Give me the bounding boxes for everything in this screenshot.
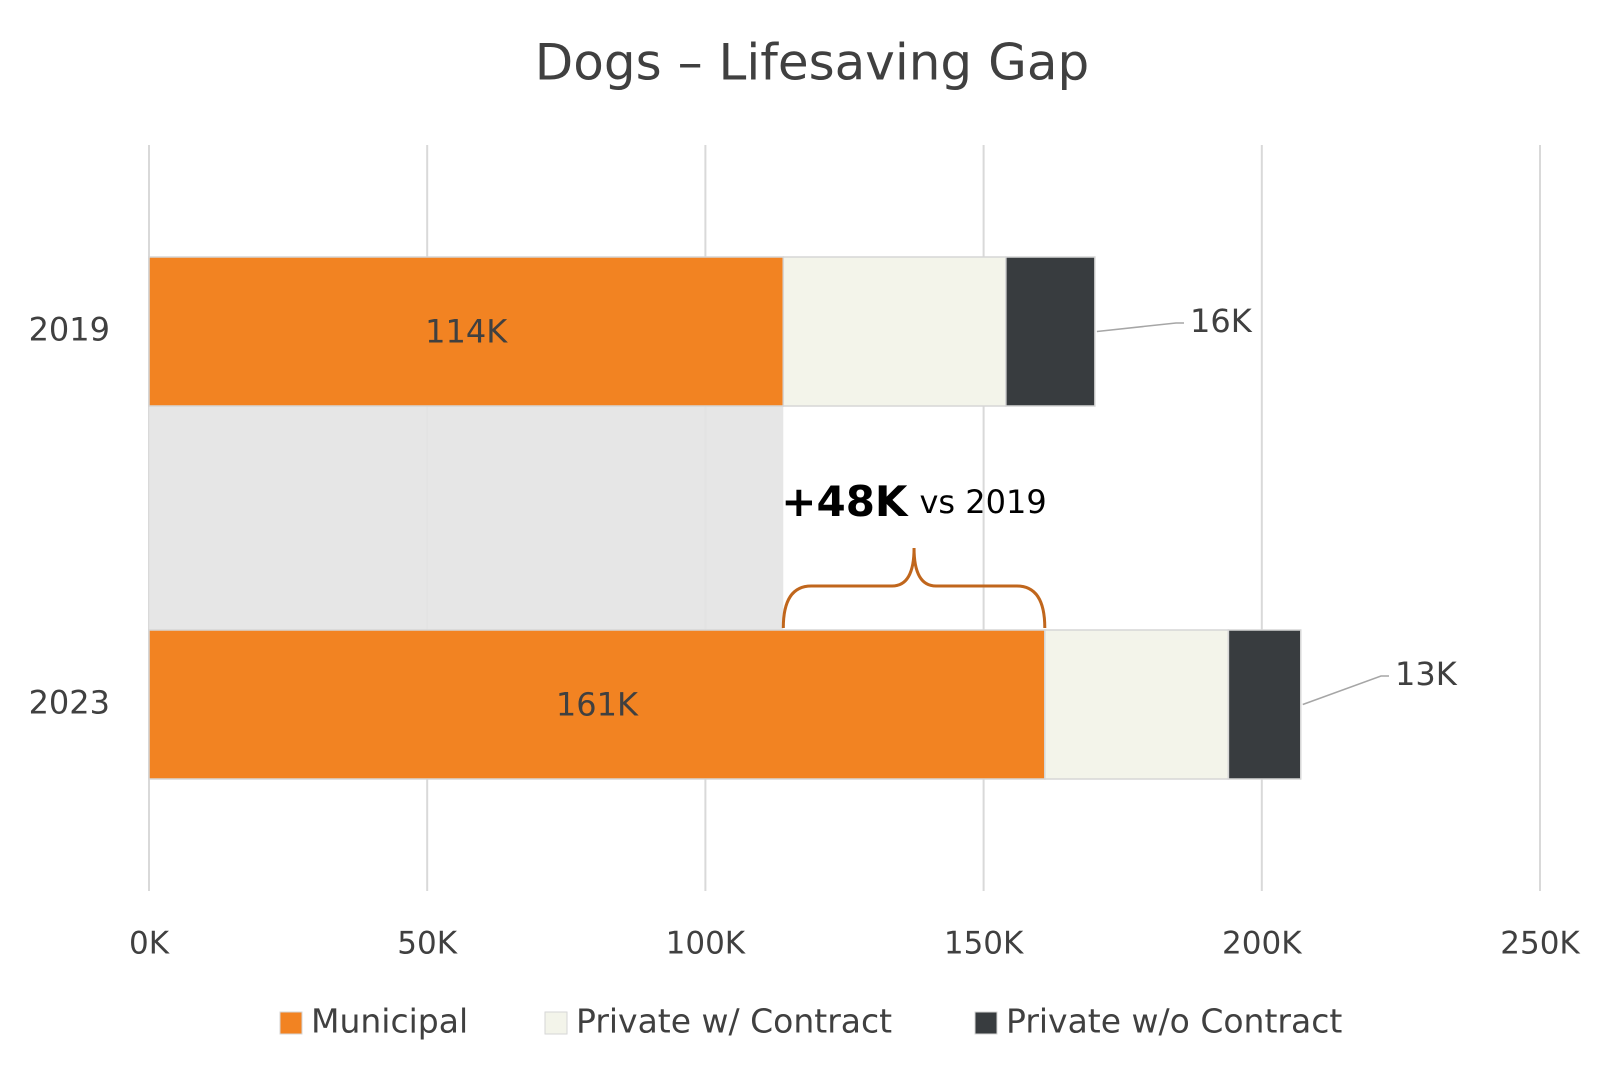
brace [781, 547, 1047, 629]
leader-line [1302, 675, 1389, 706]
gap-region [149, 406, 784, 630]
x-tick-label: 0K [129, 926, 170, 962]
x-tick-label: 250K [1500, 926, 1580, 962]
legend-label: Municipal [311, 1002, 468, 1041]
y-tick-label: 2023 [29, 684, 110, 722]
bar-segment [782, 256, 1007, 407]
data-label: 161K [556, 686, 639, 724]
bar-segment [1044, 629, 1230, 780]
data-label: 13K [1395, 655, 1458, 693]
data-label: 114K [425, 313, 508, 351]
chart-title: Dogs – Lifesaving Gap [535, 34, 1089, 92]
annotation-highlight: +48K [781, 477, 909, 526]
legend-swatch [544, 1011, 568, 1035]
legend: Municipal Private w/ Contract Private w/o … [279, 1002, 1342, 1041]
leader-line [1096, 322, 1184, 333]
bar-segment [1227, 629, 1302, 780]
x-tick-label: 50K [397, 926, 457, 962]
annotation-text: vs 2019 [919, 483, 1046, 521]
legend-label: Private w/ Contract [576, 1002, 892, 1041]
x-tick-label: 150K [944, 926, 1024, 962]
data-label: 16K [1190, 302, 1253, 340]
x-tick-label: 100K [666, 926, 746, 962]
bar-segment [1005, 256, 1096, 407]
legend-swatch [974, 1011, 998, 1035]
x-tick-label: 200K [1222, 926, 1302, 962]
legend-label: Private w/o Contract [1006, 1002, 1342, 1041]
annotation: +48K vs 2019 [781, 477, 1046, 526]
y-tick-label: 2019 [29, 311, 110, 349]
legend-swatch [279, 1011, 303, 1035]
bar-segment [148, 256, 785, 407]
